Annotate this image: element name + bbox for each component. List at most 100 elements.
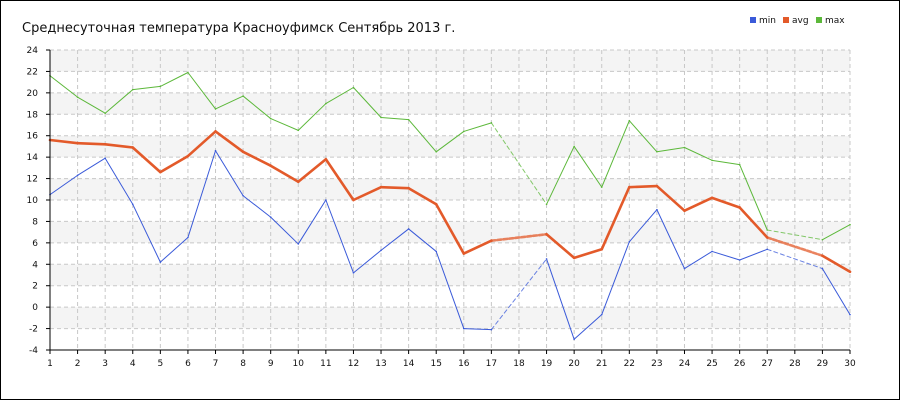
x-tick-label: 14 (403, 359, 415, 369)
series-avg-segment (821, 254, 852, 274)
series-min-point (269, 216, 272, 218)
plot-band (50, 50, 850, 72)
series-max-point (159, 85, 162, 88)
x-tick-label: 3 (102, 359, 108, 369)
series-min-segment (49, 174, 79, 196)
series-min-point (656, 208, 658, 211)
series-avg-segment (600, 185, 631, 251)
series-min-point (325, 199, 327, 201)
series-max-point (462, 130, 465, 133)
series-avg-point (766, 236, 769, 239)
series-avg-segment (683, 196, 714, 213)
series-min-point (104, 157, 106, 160)
series-avg-segment (214, 130, 245, 154)
series-max-point (656, 150, 658, 153)
x-tick-label: 23 (651, 359, 662, 369)
series-max-point (131, 88, 134, 91)
x-tick-label: 19 (541, 359, 553, 369)
series-min-point (131, 203, 134, 206)
series-max-point (325, 102, 327, 105)
series-avg-point (325, 158, 327, 161)
y-tick-label: 20 (27, 89, 39, 99)
series-avg-segment (131, 146, 162, 174)
series-avg-segment (710, 196, 741, 209)
series-avg-segment (186, 130, 217, 158)
series-min-segment (159, 237, 189, 263)
plot-band (50, 242, 850, 265)
series-max-segment (683, 147, 713, 161)
plot-band (50, 135, 850, 158)
series-avg-segment (545, 232, 576, 260)
series-min-point (159, 261, 162, 263)
y-tick-label: 14 (27, 153, 39, 163)
series-avg-segment (434, 202, 466, 255)
series-max-segment (215, 95, 244, 110)
series-min-point (600, 313, 603, 316)
series-avg-segment (241, 150, 272, 168)
series-avg-point (297, 180, 300, 183)
series-min-point (242, 194, 244, 197)
plot-band (50, 307, 850, 329)
series-max-point (352, 86, 355, 89)
x-tick-label: 21 (596, 359, 607, 369)
series-min-segment (573, 314, 603, 340)
series-min-segment (104, 157, 134, 205)
series-min-point (76, 174, 79, 177)
legend: min avg max (750, 16, 845, 26)
series-max-segment (159, 72, 189, 87)
series-max-point (738, 163, 741, 166)
series-max-segment (242, 95, 272, 120)
series-min-segment (132, 203, 161, 263)
series-max-segment (463, 122, 492, 132)
x-tick-label: 4 (130, 359, 136, 369)
series-min-point (462, 327, 465, 330)
series-avg-segment (572, 247, 604, 260)
series-avg-segment (103, 142, 135, 149)
x-tick-label: 18 (513, 359, 525, 369)
x-tick-label: 15 (430, 359, 441, 369)
x-tick-label: 8 (240, 359, 246, 369)
series-min-segment (77, 157, 106, 176)
series-max-point (600, 186, 603, 188)
legend-swatch-avg (783, 17, 789, 23)
series-min-segment (463, 328, 492, 331)
plot-background (50, 50, 850, 350)
series-max-segment (49, 75, 79, 98)
x-tick-label: 12 (348, 359, 359, 369)
series-min-point (380, 249, 382, 252)
y-tick-label: -2 (29, 325, 38, 335)
y-tick-label: 4 (32, 260, 38, 270)
series-max-point (711, 159, 713, 162)
series-min-segment (601, 241, 630, 316)
series-min-segment (490, 258, 548, 331)
series-avg-segment (628, 184, 659, 189)
series-min-point (187, 236, 189, 239)
series-min-point (490, 328, 493, 331)
series-avg-point (738, 206, 741, 209)
series-max-point (821, 238, 824, 241)
y-tick-label: 22 (27, 67, 38, 77)
x-tick-label: 1 (47, 359, 53, 369)
legend-swatch-max (816, 17, 822, 23)
series-avg-segment (159, 154, 190, 174)
series-max-segment (132, 85, 161, 91)
series-min-segment (215, 150, 244, 197)
series-avg-point (683, 209, 686, 212)
series-avg-segment (765, 236, 824, 258)
plot-band (50, 114, 850, 136)
series-min-segment (656, 209, 685, 270)
series-avg-point (187, 155, 189, 157)
series-max-point (407, 118, 410, 121)
series-max-point (628, 119, 631, 122)
series-min-point (352, 272, 355, 274)
series-avg-segment (379, 185, 410, 190)
plot-band (50, 200, 850, 222)
series-avg-point (600, 248, 603, 251)
series-max-segment (187, 72, 217, 110)
series-min-segment (408, 228, 437, 252)
series-min-segment (325, 199, 354, 274)
series-avg-segment (655, 184, 686, 213)
x-tick-label: 30 (844, 359, 856, 369)
x-tick-label: 16 (458, 359, 470, 369)
